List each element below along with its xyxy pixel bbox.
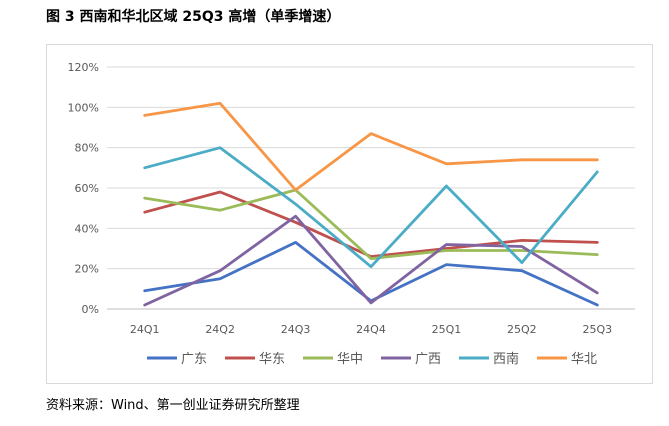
legend-label: 西南: [493, 351, 519, 367]
y-tick-label: 100%: [68, 101, 99, 114]
series-line-广西: [143, 214, 599, 307]
line-chart: 0%20%40%60%80%100%120% 24Q1 24Q2 24Q3 24Q4 2…: [68, 61, 635, 367]
series-line-华东: [143, 190, 599, 259]
y-tick-label: 60%: [75, 182, 99, 195]
series-line-西南: [143, 146, 599, 269]
series-line-华中: [143, 188, 599, 261]
x-tick-label: 24Q3: [281, 323, 311, 336]
chart-container: 0% 20% 40% 60% 80% 100% 120% 24Q1 24Q2 24Q3 24Q4 2…: [46, 44, 653, 384]
x-axis: 24Q1 24Q2 24Q3 24Q4 25Q1 25Q2 25Q3: [130, 323, 612, 336]
y-tick-label: 20%: [75, 263, 99, 276]
x-tick-label: 25Q1: [432, 323, 462, 336]
x-tick-label: 24Q1: [130, 323, 160, 336]
legend-label: 华北: [571, 352, 597, 367]
series-lines: [143, 101, 599, 307]
figure-source: 资料来源：Wind、第一创业证券研究所整理: [46, 398, 300, 413]
legend-label: 广东: [181, 352, 207, 367]
x-tick-label: 24Q2: [205, 323, 235, 336]
x-tick-label: 24Q4: [356, 323, 386, 336]
legend: 广东 华东 华中 广西 西南 华北: [147, 351, 597, 367]
legend-label: 华中: [337, 352, 363, 367]
y-tick-label: 0%: [82, 303, 99, 316]
series-line-华北: [143, 101, 599, 192]
x-tick-label: 25Q3: [582, 323, 612, 336]
figure-title: 图 3 西南和华北区域 25Q3 高增（单季增速）: [46, 9, 341, 25]
y-tick-label: 120%: [68, 61, 99, 74]
legend-label: 广西: [415, 352, 441, 367]
y-tick-label: 80%: [75, 142, 99, 155]
y-axis: 0% 20% 40% 60% 80% 100% 120%: [68, 61, 99, 316]
gridlines: [107, 66, 635, 310]
y-tick-label: 40%: [75, 222, 99, 235]
x-tick-label: 25Q2: [507, 323, 537, 336]
legend-label: 华东: [259, 352, 285, 367]
